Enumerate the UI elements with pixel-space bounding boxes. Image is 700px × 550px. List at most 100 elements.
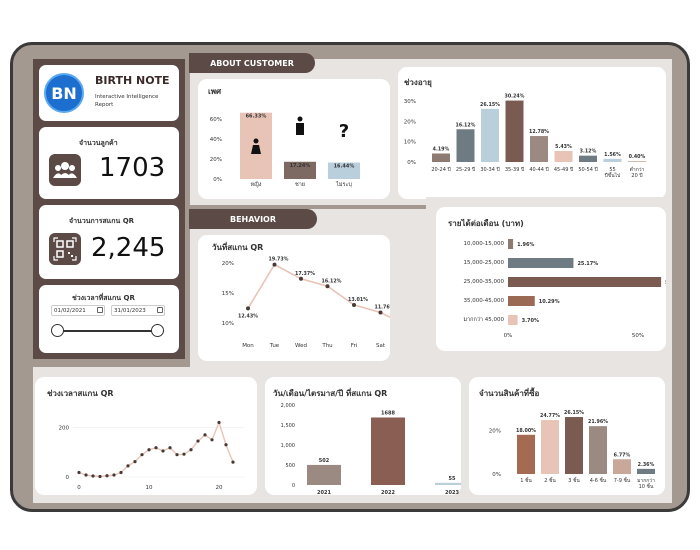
hour-point — [175, 453, 179, 457]
question-icon: ? — [339, 121, 349, 142]
date-slider-track[interactable] — [57, 330, 157, 332]
income-bar-label: 10.29% — [539, 299, 560, 305]
age-bar — [554, 150, 573, 162]
hour-point — [203, 433, 207, 437]
date-slider-end-handle[interactable] — [151, 324, 164, 337]
products-category-label: 2 ชิ้น — [544, 475, 556, 484]
products-category-label: 1 ชิ้น — [520, 475, 532, 484]
income-category-label: 25,000-35,000 — [464, 279, 505, 285]
behavior-tag: BEHAVIOR — [189, 209, 317, 229]
products-title: จำนวนสินค้าที่ซื้อ — [479, 389, 540, 398]
gender-bar-label: 17.24% — [290, 163, 311, 169]
age-category-label: 20 ปี — [631, 172, 642, 179]
year-ytick-label: 500 — [285, 463, 295, 469]
gender-title: เพศ — [208, 87, 222, 96]
age-category-label: 20-24 ปี — [431, 166, 450, 173]
gender-panel: เพศ 60% 40% 20% 0% 66.33% หญิง 17.24% ชาย 16.44%… — [198, 79, 390, 199]
hour-point — [210, 438, 214, 442]
year-chart: 2,000 1,500 1,000 500 0 502 2021 1688 2022 55 2023 — [265, 377, 469, 496]
date-from-text: 01/02/2021 — [54, 308, 86, 314]
weekday-point — [272, 262, 277, 267]
year-ytick-label: 1,000 — [281, 443, 295, 449]
hour-line — [78, 420, 234, 478]
weekday-point — [246, 306, 250, 311]
age-bar-label: 30.24% — [505, 94, 525, 100]
products-ytick-label: 20% — [489, 428, 501, 434]
year-bar-label: 1688 — [381, 410, 395, 416]
year-bar — [307, 464, 341, 485]
income-chart-svg: 10,000-15,000 1.96% 15,000-25,000 25.17% 25,… — [463, 239, 686, 339]
age-category-label: 35-39 ปี — [505, 166, 524, 173]
weekday-day-label: Fri — [351, 343, 358, 349]
products-panel: จำนวนสินค้าที่ซื้อ 20% 0% 18.00% 1 ชิ้น 24.7… — [469, 377, 665, 495]
age-panel: ช่วงอายุ 30% 20% 10% 0% 4.19% 20-24 ปี 16.12% 2… — [398, 67, 666, 199]
gender-chart: 60% 40% 20% 0% 66.33% หญิง 17.24% ชาย 16.44% ไม่ร… — [198, 79, 390, 199]
male-icon — [297, 116, 303, 122]
tablet-frame: BN BIRTH NOTE Interactive Intelligence R… — [10, 42, 690, 512]
products-bar-label: 6.77% — [614, 452, 631, 458]
age-bar-label: 0.40% — [629, 154, 646, 160]
date-to-input[interactable]: 31/01/2023 — [111, 305, 165, 316]
products-bar — [613, 459, 631, 474]
hour-point — [126, 464, 130, 468]
date-slider-start-handle[interactable] — [51, 324, 64, 337]
age-category-label: 45-49 ปี — [554, 166, 573, 173]
income-category-label: 15,000-25,000 — [464, 260, 505, 266]
gender-bar — [284, 161, 316, 179]
products-bar — [637, 468, 655, 474]
income-category-label: 10,000-15,000 — [464, 241, 505, 247]
income-chart: 10,000-15,000 1.96% 15,000-25,000 25.17% 25,… — [436, 207, 686, 351]
brand-logo: BN — [44, 73, 84, 113]
hour-point — [77, 470, 81, 475]
hour-panel: ช่วงเวลาสแกน QR 200 0 0 10 20 — [35, 377, 257, 495]
age-bar-label: 1.56% — [604, 152, 621, 158]
income-bar-label: 3.70% — [522, 318, 539, 324]
date-from-input[interactable]: 01/02/2021 — [51, 305, 105, 316]
weekday-point-label: 12.43% — [238, 313, 258, 319]
income-xtick-label: 0% — [504, 333, 513, 339]
income-bar — [508, 296, 535, 306]
weekday-day-label: Sat — [376, 343, 386, 349]
gender-chart-svg: 60% 40% 20% 0% 66.33% หญิง 17.24% ชาย 16.44% ไม่ร… — [210, 112, 360, 188]
hour-point — [133, 460, 137, 464]
weekday-point — [378, 310, 383, 315]
female-icon-body — [251, 145, 261, 154]
income-title: รายได้ต่อเดือน (บาท) — [448, 219, 524, 228]
hour-point — [168, 446, 172, 450]
year-category-label: 2022 — [381, 490, 395, 495]
year-ytick-label: 1,500 — [281, 423, 295, 429]
age-bar-label: 26.15% — [480, 102, 500, 108]
calendar-icon[interactable] — [157, 307, 163, 313]
gender-bar-label: 66.33% — [246, 114, 267, 120]
age-bar-label: 3.12% — [580, 149, 597, 155]
age-bar — [530, 136, 548, 162]
hour-xtick-label: 0 — [77, 485, 81, 491]
products-bar-label: 2.36% — [638, 462, 655, 468]
age-ytick-label: 20% — [404, 119, 416, 125]
scans-card: จำนวนการสแกน QR 2,245 — [39, 205, 179, 279]
gender-bar-label: 16.44% — [334, 164, 355, 170]
hour-chart: 200 0 0 10 20 — [35, 377, 257, 495]
products-ytick-label: 0% — [492, 472, 501, 478]
products-category-label: 3 ชิ้น — [568, 475, 580, 484]
gender-category-label: ชาย — [295, 181, 305, 188]
calendar-icon[interactable] — [97, 307, 103, 313]
male-icon-body — [296, 123, 304, 135]
weekday-point-label: 16.12% — [322, 278, 342, 284]
hour-point — [84, 473, 88, 477]
hour-point — [217, 420, 221, 425]
weekday-point-label: 17.37% — [295, 271, 315, 277]
gender-ytick-label: 60% — [210, 117, 222, 123]
age-chart: 30% 20% 10% 0% 4.19% 20-24 ปี 16.12% 25-29 ปี 26… — [398, 67, 666, 199]
age-category-label: 25-29 ปี — [456, 166, 475, 173]
income-bar-label: 25.17% — [577, 261, 598, 267]
hour-point — [140, 453, 144, 457]
hour-point — [224, 443, 228, 447]
age-bar-label: 5.43% — [555, 144, 572, 150]
products-category-label: 7-9 ชิ้น — [614, 475, 631, 484]
income-bar — [508, 258, 574, 268]
brand-title: BIRTH NOTE — [95, 74, 170, 87]
age-bar — [579, 155, 597, 162]
brand-card: BN BIRTH NOTE Interactive Intelligence R… — [39, 65, 179, 121]
income-bar — [508, 315, 518, 325]
